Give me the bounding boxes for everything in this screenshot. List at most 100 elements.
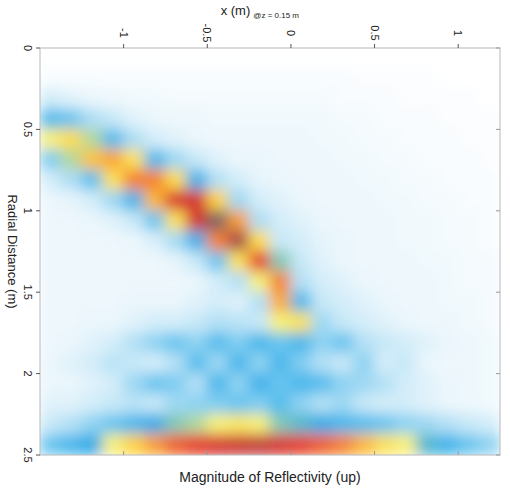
cell: [270, 332, 292, 353]
cell: [123, 190, 145, 211]
cell: [290, 231, 312, 252]
x-tick: [123, 451, 124, 455]
cell: [290, 149, 312, 170]
cell: [60, 414, 82, 435]
cell: [186, 231, 208, 252]
cell: [479, 312, 500, 333]
cell: [165, 292, 187, 313]
cell: [186, 170, 208, 191]
cell: [228, 251, 250, 272]
cell: [144, 190, 166, 211]
cell: [81, 109, 103, 130]
cell: [60, 68, 82, 89]
cell: [374, 292, 396, 313]
cell: [290, 434, 312, 455]
cell: [290, 353, 312, 374]
cell: [311, 129, 333, 150]
cell: [437, 434, 459, 455]
cell: [60, 210, 82, 231]
cell: [123, 353, 145, 374]
cell: [60, 88, 82, 109]
cell: [353, 170, 375, 191]
cell: [311, 292, 333, 313]
x-tick: [290, 451, 291, 455]
cell: [40, 292, 61, 313]
x-tick: [374, 44, 375, 48]
cell: [416, 109, 438, 130]
cell: [332, 109, 354, 130]
y-tick: [36, 129, 40, 130]
cell: [186, 48, 208, 69]
cell: [40, 251, 61, 272]
cell: [249, 312, 271, 333]
cell: [40, 129, 61, 150]
cell: [332, 332, 354, 353]
cell: [60, 393, 82, 414]
cell: [123, 170, 145, 191]
cell: [123, 332, 145, 353]
cell: [395, 231, 417, 252]
cell: [311, 393, 333, 414]
cell: [374, 251, 396, 272]
cell: [123, 210, 145, 231]
x-tick: [374, 451, 375, 455]
cell: [311, 353, 333, 374]
cell: [458, 251, 480, 272]
cell: [290, 414, 312, 435]
y-tick: [496, 48, 500, 49]
cell: [332, 292, 354, 313]
cell: [102, 292, 124, 313]
cell: [311, 170, 333, 191]
cell: [437, 231, 459, 252]
cell: [353, 88, 375, 109]
cell: [165, 332, 187, 353]
cell: [458, 292, 480, 313]
cell: [249, 271, 271, 292]
cell: [60, 312, 82, 333]
cell: [374, 353, 396, 374]
cell: [40, 149, 61, 170]
cell: [81, 373, 103, 394]
cell: [311, 109, 333, 130]
cell: [81, 393, 103, 414]
x-tick-label: -1: [118, 28, 130, 38]
cell: [228, 373, 250, 394]
y-tick: [496, 210, 500, 211]
cell: [123, 129, 145, 150]
cell: [374, 414, 396, 435]
cell: [353, 332, 375, 353]
cell: [144, 170, 166, 191]
cell: [290, 170, 312, 191]
cell: [207, 292, 229, 313]
cell: [395, 393, 417, 414]
cell: [40, 170, 61, 191]
cell: [249, 210, 271, 231]
cell: [165, 48, 187, 69]
cell: [123, 271, 145, 292]
cell: [144, 292, 166, 313]
cell: [81, 190, 103, 211]
cell: [207, 332, 229, 353]
cell: [374, 373, 396, 394]
cell: [290, 332, 312, 353]
cell: [144, 129, 166, 150]
cells: [40, 48, 500, 455]
cell: [81, 292, 103, 313]
cell: [123, 109, 145, 130]
cell: [81, 332, 103, 353]
cell: [458, 170, 480, 191]
cell: [249, 332, 271, 353]
cell: [416, 414, 438, 435]
cell: [165, 312, 187, 333]
cell: [416, 393, 438, 414]
cell: [40, 393, 61, 414]
cell: [374, 170, 396, 191]
cell: [437, 271, 459, 292]
cell: [60, 251, 82, 272]
cell: [40, 373, 61, 394]
cell: [437, 68, 459, 89]
cell: [437, 353, 459, 374]
cell: [332, 312, 354, 333]
cell: [458, 149, 480, 170]
cell: [40, 48, 61, 69]
